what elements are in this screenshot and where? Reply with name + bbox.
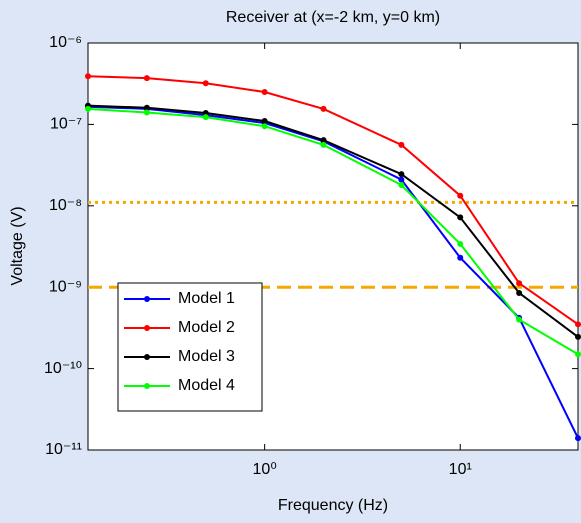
legend-box <box>117 282 263 412</box>
y-tick-label: 10⁻¹⁰ <box>44 360 82 377</box>
data-point <box>398 171 405 178</box>
data-point <box>575 321 581 328</box>
data-point <box>143 109 150 116</box>
data-point <box>202 114 209 121</box>
data-point <box>320 137 327 144</box>
data-point <box>457 254 464 261</box>
x-tick-label: 10¹ <box>449 461 472 478</box>
data-point <box>202 80 209 87</box>
data-point <box>143 104 150 111</box>
data-point <box>575 351 581 358</box>
data-point <box>398 182 405 189</box>
y-tick-label: 10⁻⁸ <box>49 197 82 214</box>
x-axis-label: Frequency (Hz) <box>278 497 388 514</box>
legend-marker <box>144 354 150 360</box>
data-point <box>261 123 268 130</box>
data-point <box>575 435 581 442</box>
data-point <box>398 176 405 183</box>
legend-label: Model 1 <box>178 290 235 307</box>
data-point <box>457 240 464 247</box>
legend-marker <box>144 325 150 331</box>
data-point <box>261 118 268 125</box>
chart-title: Receiver at (x=-2 km, y=0 km) <box>226 9 440 26</box>
y-tick-label: 10⁻¹¹ <box>45 441 82 458</box>
legend-marker <box>144 296 150 302</box>
data-point <box>516 280 523 287</box>
data-point <box>398 141 405 148</box>
legend-marker <box>144 383 150 389</box>
y-tick-label: 10⁻⁶ <box>49 34 82 51</box>
data-point <box>85 105 91 112</box>
x-tick-label: 10⁰ <box>253 461 277 478</box>
data-point <box>457 192 464 199</box>
legend-label: Model 3 <box>178 348 235 365</box>
data-point <box>516 289 523 296</box>
y-axis-label: Voltage (V) <box>9 206 26 285</box>
legend-label: Model 2 <box>178 319 235 336</box>
legend-label: Model 4 <box>178 377 235 394</box>
y-tick-label: 10⁻⁹ <box>49 278 82 295</box>
data-point <box>516 316 523 323</box>
data-point <box>143 75 150 82</box>
data-point <box>261 89 268 96</box>
data-point <box>320 105 327 112</box>
data-point <box>457 214 464 221</box>
data-point <box>575 333 581 340</box>
data-point <box>320 141 327 148</box>
y-tick-label: 10⁻⁷ <box>50 116 82 133</box>
data-point <box>85 73 91 80</box>
